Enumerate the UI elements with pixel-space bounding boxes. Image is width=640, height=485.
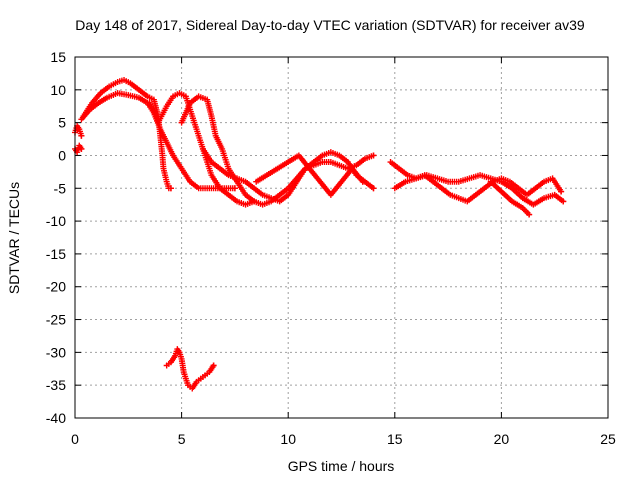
plot-frame — [74, 56, 609, 419]
series-arc-outlier — [163, 346, 217, 392]
series-arc-cross-2 — [253, 152, 366, 198]
x-tick-label: 10 — [280, 431, 296, 447]
series-arc-early — [72, 142, 85, 156]
x-tick-labels: 0 5 10 15 20 25 — [71, 431, 616, 447]
data-point — [78, 132, 85, 139]
x-tick-label: 5 — [178, 431, 186, 447]
y-tick-label: 5 — [58, 115, 66, 131]
x-tick-label: 0 — [71, 431, 79, 447]
data-point — [370, 152, 377, 159]
y-tick-labels: 15 10 5 0 -5 -10 -15 -20 -25 -30 -35 -40 — [46, 49, 66, 426]
data-points — [72, 76, 567, 392]
y-tick-label: 15 — [50, 49, 66, 65]
data-point — [210, 362, 217, 369]
series-arc-cross — [199, 145, 377, 205]
y-tick-label: -20 — [46, 279, 66, 295]
series-arc-early-2 — [72, 122, 85, 139]
chart-title: Day 148 of 2017, Sidereal Day-to-day VTE… — [75, 17, 585, 33]
data-point — [359, 178, 366, 185]
data-point — [558, 188, 565, 195]
y-tick-label: -25 — [46, 312, 66, 328]
y-tick-label: 10 — [50, 82, 66, 98]
data-point — [167, 185, 174, 192]
data-point — [78, 145, 85, 152]
y-tick-label: -5 — [54, 180, 67, 196]
x-tick-label: 25 — [600, 431, 616, 447]
data-point — [231, 185, 238, 192]
data-point — [370, 185, 377, 192]
y-tick-label: -35 — [46, 377, 66, 393]
data-point — [560, 198, 567, 205]
x-axis-label: GPS time / hours — [288, 458, 395, 474]
y-tick-label: -40 — [46, 410, 66, 426]
data-point — [526, 211, 533, 218]
series-arc-late-2 — [391, 172, 567, 208]
series-arc-late-3 — [487, 178, 533, 218]
y-tick-label: -15 — [46, 246, 66, 262]
y-tick-label: 0 — [58, 147, 66, 163]
x-tick-label: 20 — [494, 431, 510, 447]
tick-marks — [74, 56, 609, 419]
y-axis-label: SDTVAR / TECUs — [6, 182, 22, 294]
y-tick-label: -10 — [46, 213, 66, 229]
x-tick-label: 15 — [387, 431, 403, 447]
y-tick-label: -30 — [46, 344, 66, 360]
